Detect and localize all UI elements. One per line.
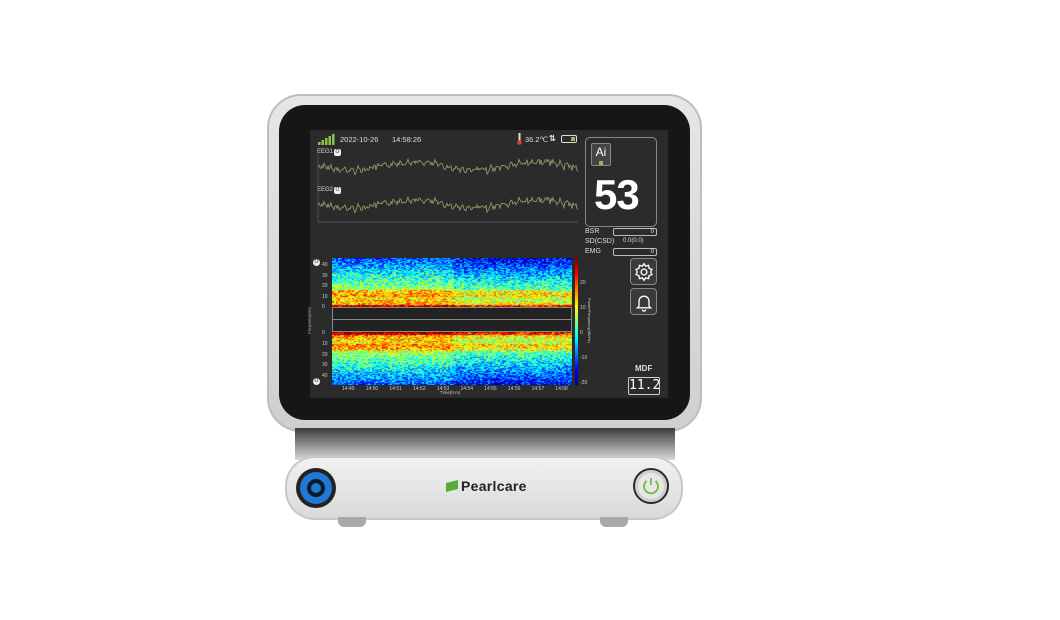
colorbar-tick: -10: [580, 355, 588, 361]
mdf-label: MDF: [635, 364, 653, 373]
y-axis-label: Frequency(Hz): [306, 307, 312, 334]
x-tick: 14:58: [555, 386, 568, 392]
foot-right: [600, 517, 628, 527]
channel1-badge[interactable]: O: [313, 259, 320, 266]
y-tick: 30: [322, 272, 328, 279]
bsr-label: BSR: [585, 228, 600, 235]
eeg2-label: EEG2: [317, 187, 334, 193]
y-tick: 40: [322, 262, 328, 268]
power-icon: [643, 478, 659, 495]
index-panel: [585, 137, 657, 227]
colorbar: [575, 258, 578, 385]
sd-label: SD(CSD): [585, 238, 615, 245]
x-tick: 14:49: [342, 386, 355, 392]
y-tick: 10: [322, 340, 328, 347]
x-tick: 14:55: [484, 386, 497, 392]
temperature: 36.2℃: [525, 135, 549, 144]
thermometer-icon: [517, 133, 522, 145]
eeg1-trace: [317, 157, 579, 176]
colorbar-label: Power/Frequency(dB/Hz): [586, 298, 592, 343]
gear-icon: [634, 261, 653, 282]
eeg-waveforms: [317, 150, 579, 223]
up-down-arrows-icon: ⇅: [549, 134, 556, 143]
colorbar-tick: -20: [580, 380, 588, 386]
date: 2022-10-26: [340, 135, 379, 144]
brand-name: Pearlcare: [461, 478, 527, 494]
sensor-port[interactable]: [296, 468, 336, 508]
battery-icon: [561, 135, 577, 143]
y-tick: 40: [322, 373, 328, 380]
leaf-logo-icon: [446, 480, 458, 492]
colorbar-tick: 10: [580, 305, 586, 311]
y-tick: 30: [322, 362, 328, 369]
mdf-value: 11.2: [628, 377, 661, 395]
base-panel: [285, 456, 683, 520]
sd-value: 0.0(0.0): [623, 238, 644, 244]
bell-icon: [635, 295, 652, 312]
time: 14:58:26: [392, 135, 422, 144]
brand-logo: Pearlcare: [446, 478, 527, 494]
x-tick: 14:56: [507, 386, 521, 392]
alarm-button[interactable]: [630, 288, 657, 315]
x-tick: 14:53: [436, 386, 450, 392]
stand-neck: [295, 428, 675, 460]
eeg2-trace: [317, 195, 579, 214]
colorbar-tick: 0: [580, 330, 583, 336]
y-tick: 0: [322, 304, 325, 310]
power-button[interactable]: [633, 468, 669, 504]
x-tick: 14:52: [413, 386, 426, 392]
y-tick: 0: [322, 330, 325, 336]
y-tick: 10: [322, 293, 328, 300]
ai-badge-label: Ai: [595, 145, 607, 159]
ai-badge[interactable]: Ai: [591, 143, 611, 166]
index-value: 53: [594, 171, 640, 218]
x-axis-label: Time(h:m): [440, 390, 461, 395]
y-tick: 20: [322, 283, 328, 289]
colorbar-tick: 20: [580, 280, 586, 286]
x-tick: 14:54: [460, 386, 474, 392]
bsr-value: 0: [613, 228, 657, 236]
eeg1-badge[interactable]: O: [334, 149, 341, 156]
emg-value: 0: [613, 248, 657, 256]
eeg2-badge[interactable]: O: [334, 187, 341, 194]
x-tick: 14:57: [531, 386, 545, 392]
channel2-badge[interactable]: O: [313, 378, 320, 385]
eeg1-label: EEG1: [317, 149, 334, 155]
y-tick: 20: [322, 351, 328, 358]
settings-button[interactable]: [630, 258, 657, 285]
emg-label: EMG: [585, 248, 601, 255]
x-tick: 14:50: [365, 386, 379, 392]
foot-left: [338, 517, 366, 527]
spectrogram-separator: [332, 307, 572, 332]
x-tick: 14:51: [389, 386, 402, 392]
signal-icon: [318, 134, 335, 145]
